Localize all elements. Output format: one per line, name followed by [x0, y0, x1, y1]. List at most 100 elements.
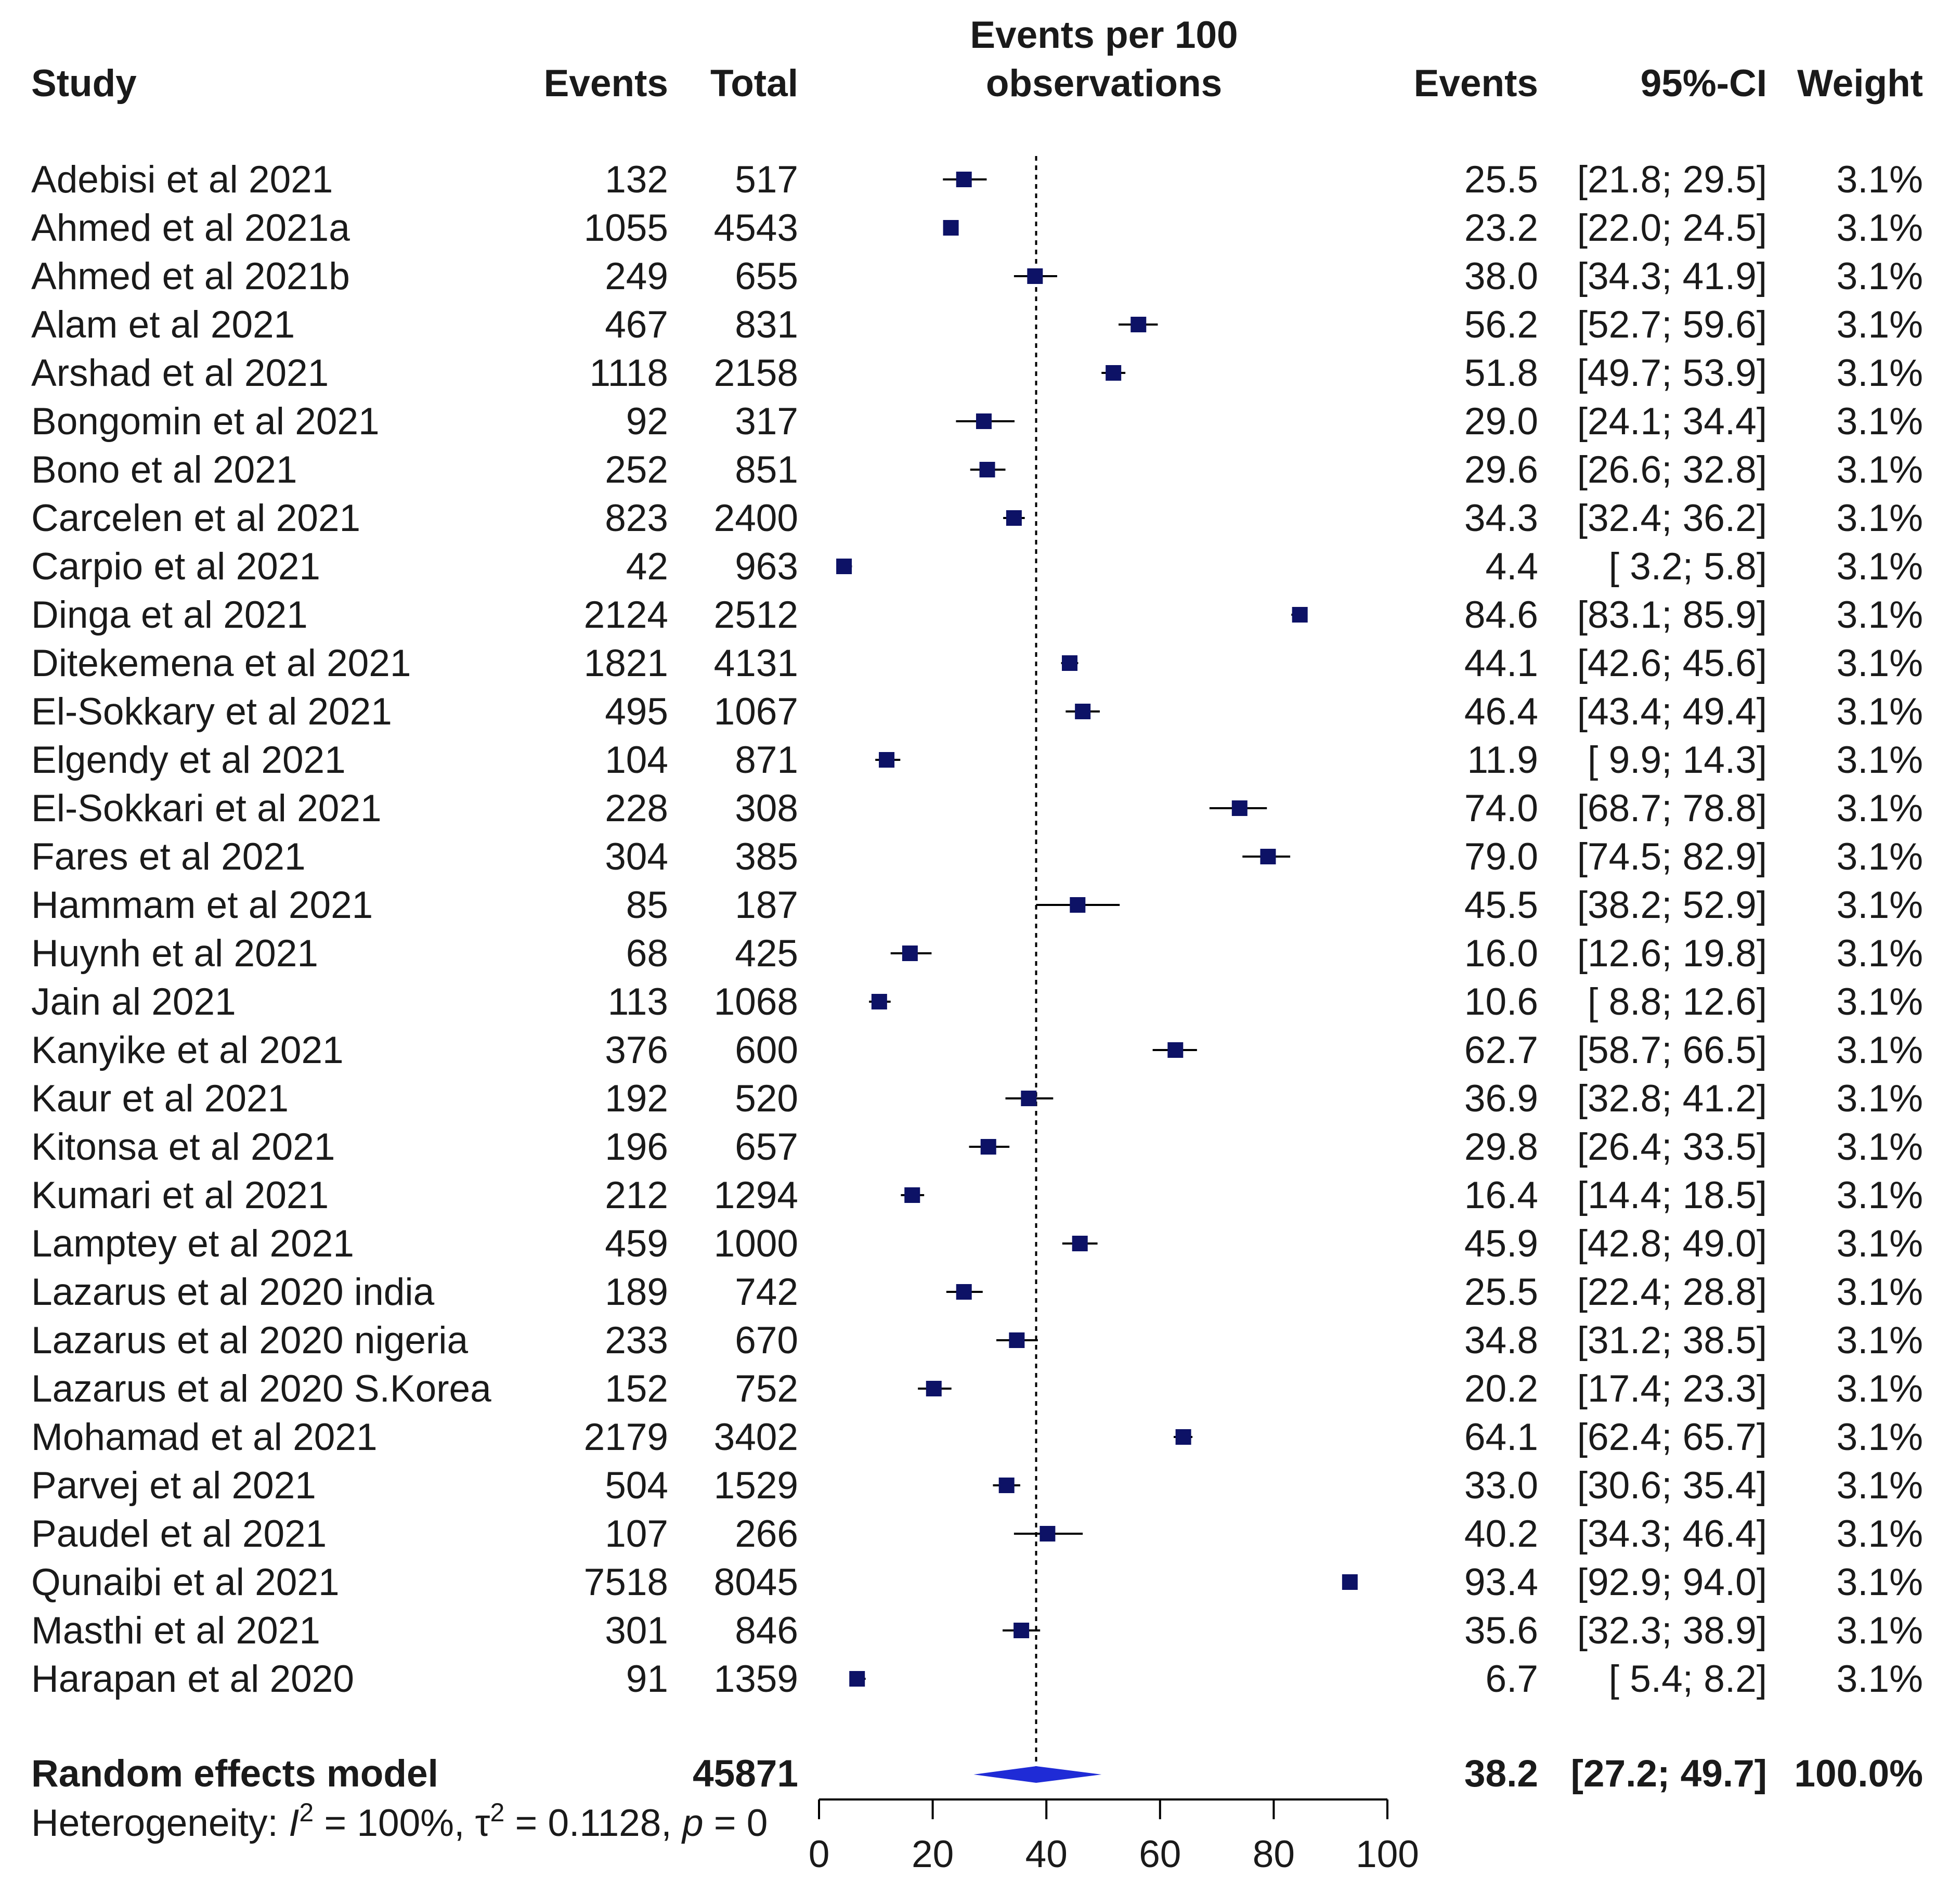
study-weight: 3.1%	[1837, 836, 1923, 878]
study-ci: [22.0; 24.5]	[1577, 207, 1767, 249]
heterogeneity-text: Heterogeneity: I2 = 100%, τ2 = 0.1128, p…	[31, 1798, 768, 1844]
study-name: Ditekemena et al 2021	[31, 642, 411, 684]
point-estimate-square	[1175, 1429, 1191, 1445]
study-total: 8045	[714, 1561, 798, 1603]
study-name: Kanyike et al 2021	[31, 1029, 344, 1071]
study-row: Kumari et al 2021 212 1294 16.4 [14.4; 18.5]…	[31, 1174, 1923, 1216]
study-weight: 3.1%	[1837, 1465, 1923, 1507]
study-row: Lazarus et al 2020 nigeria 233 670 34.8 [31.…	[31, 1319, 1923, 1362]
plot-title-line-2: observations	[986, 62, 1222, 105]
study-row: Parvej et al 2021 504 1529 33.0 [30.6; 35.4]…	[31, 1465, 1923, 1507]
study-total: 846	[735, 1610, 798, 1652]
study-total: 2400	[714, 497, 798, 539]
study-ci: [ 5.4; 8.2]	[1609, 1658, 1767, 1700]
study-total: 1359	[714, 1658, 798, 1700]
study-total: 385	[735, 836, 798, 878]
study-ci: [24.1; 34.4]	[1577, 400, 1767, 443]
study-name: Bongomin et al 2021	[31, 400, 380, 443]
study-estimate: 36.9	[1464, 1078, 1538, 1120]
point-estimate-square	[1027, 268, 1043, 284]
study-row: Lamptey et al 2021 459 1000 45.9 [42.8; 49.0…	[31, 1223, 1923, 1265]
study-weight: 3.1%	[1837, 1610, 1923, 1652]
study-total: 742	[735, 1271, 798, 1313]
study-ci: [ 3.2; 5.8]	[1609, 546, 1767, 588]
study-row: Ditekemena et al 2021 1821 4131 44.1 [42.6; …	[31, 642, 1923, 684]
study-row: Carpio et al 2021 42 963 4.4 [ 3.2; 5.8] 3.1%	[31, 546, 1923, 588]
study-estimate: 4.4	[1486, 546, 1538, 588]
study-estimate: 10.6	[1464, 981, 1538, 1023]
point-estimate-square	[1062, 655, 1078, 671]
point-estimate-square	[1014, 1623, 1030, 1638]
study-total: 1068	[714, 981, 798, 1023]
point-estimate-square	[1075, 704, 1091, 719]
point-estimate-square	[956, 172, 972, 187]
study-total: 4131	[714, 642, 798, 684]
i2-superscript: 2	[299, 1798, 314, 1827]
point-estimate-square	[926, 1381, 942, 1396]
study-row: Bongomin et al 2021 92 317 29.0 [24.1; 34.4]…	[31, 400, 1923, 443]
header-total: Total	[710, 62, 798, 105]
header-effect-events: Events	[1414, 62, 1538, 105]
study-ci: [74.5; 82.9]	[1577, 836, 1767, 878]
study-row: Masthi et al 2021 301 846 35.6 [32.3; 38.9] 3…	[31, 1610, 1923, 1652]
study-events: 113	[608, 981, 668, 1023]
plot-title-line-1: Events per 100	[970, 14, 1238, 56]
study-row: Mohamad et al 2021 2179 3402 64.1 [62.4; 65.…	[31, 1416, 1923, 1458]
study-total: 2158	[714, 352, 798, 394]
point-estimate-square	[1006, 510, 1022, 526]
study-events: 107	[605, 1513, 668, 1555]
study-total: 520	[735, 1078, 798, 1120]
header-row: Study Events Total Events per 100 observ…	[31, 14, 1923, 105]
study-total: 308	[735, 787, 798, 830]
study-row: Arshad et al 2021 1118 2158 51.8 [49.7; 53.9…	[31, 352, 1923, 394]
study-ci: [58.7; 66.5]	[1577, 1029, 1767, 1071]
study-name: Qunaibi et al 2021	[31, 1561, 340, 1603]
study-ci: [62.4; 65.7]	[1577, 1416, 1767, 1458]
study-row: El-Sokkary et al 2021 495 1067 46.4 [43.4; 4…	[31, 691, 1923, 733]
point-estimate-square	[1131, 317, 1147, 332]
study-weight: 3.1%	[1837, 497, 1923, 539]
study-ci: [32.3; 38.9]	[1577, 1610, 1767, 1652]
study-row: Hammam et al 2021 85 187 45.5 [38.2; 52.9] 3.…	[31, 884, 1923, 926]
study-weight: 3.1%	[1837, 1078, 1923, 1120]
study-weight: 3.1%	[1837, 400, 1923, 443]
study-total: 3402	[714, 1416, 798, 1458]
x-tick-label: 60	[1139, 1833, 1181, 1875]
study-ci: [17.4; 23.3]	[1577, 1368, 1767, 1410]
study-events: 301	[605, 1610, 668, 1652]
study-total: 517	[735, 159, 798, 201]
study-estimate: 84.6	[1464, 594, 1538, 636]
study-ci: [83.1; 85.9]	[1577, 594, 1767, 636]
point-estimate-square	[879, 752, 895, 768]
study-total: 266	[735, 1513, 798, 1555]
study-weight: 3.1%	[1837, 159, 1923, 201]
study-total: 1067	[714, 691, 798, 733]
study-weight: 3.1%	[1837, 304, 1923, 346]
study-ci: [43.4; 49.4]	[1577, 691, 1767, 733]
study-weight: 3.1%	[1837, 1271, 1923, 1313]
point-estimate-square	[1231, 800, 1248, 816]
study-estimate: 16.0	[1464, 932, 1538, 975]
study-name: Kumari et al 2021	[31, 1174, 329, 1216]
point-estimate-square	[1167, 1042, 1184, 1058]
study-ci: [32.4; 36.2]	[1577, 497, 1767, 539]
summary-total: 45871	[693, 1753, 798, 1795]
point-estimate-square	[1021, 1091, 1037, 1106]
study-weight: 3.1%	[1837, 932, 1923, 975]
study-estimate: 74.0	[1464, 787, 1538, 830]
study-row: Kaur et al 2021 192 520 36.9 [32.8; 41.2] 3.1…	[31, 1078, 1923, 1120]
study-row: Harapan et al 2020 91 1359 6.7 [ 5.4; 8.2] 3.…	[31, 1658, 1923, 1700]
study-row: Kanyike et al 2021 376 600 62.7 [58.7; 66.5]…	[31, 1029, 1923, 1071]
study-estimate: 93.4	[1464, 1561, 1538, 1603]
study-ci: [26.4; 33.5]	[1577, 1126, 1767, 1168]
study-events: 249	[605, 255, 668, 297]
study-row: Kitonsa et al 2021 196 657 29.8 [26.4; 33.5]…	[31, 1126, 1923, 1168]
summary-row: Random effects model 45871 38.2 [27.2; 4…	[31, 1753, 1923, 1795]
point-estimate-square	[1040, 1526, 1056, 1542]
study-row: Huynh et al 2021 68 425 16.0 [12.6; 19.8] 3.1…	[31, 932, 1923, 975]
study-name: Fares et al 2021	[31, 836, 306, 878]
study-ci: [34.3; 41.9]	[1577, 255, 1767, 297]
study-ci: [34.3; 46.4]	[1577, 1513, 1767, 1555]
study-events: 252	[605, 449, 668, 491]
